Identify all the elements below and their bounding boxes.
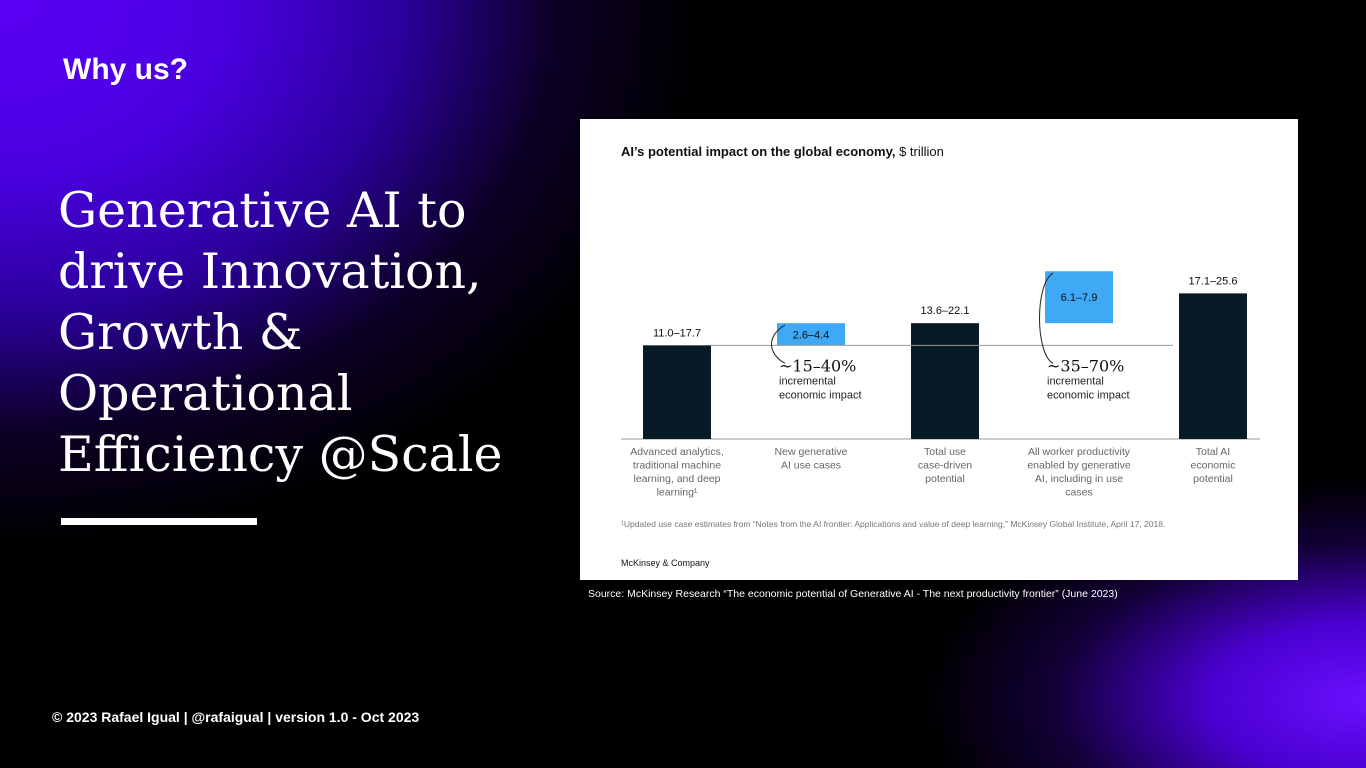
bracket-icon [1039,272,1054,364]
slide-footer: © 2023 Rafael Igual | @rafaigual | versi… [52,709,420,725]
bar-value-label: 2.6–4.4 [793,329,830,341]
bar-2 [777,323,845,346]
bar-3 [911,323,979,439]
chart-title-bold: AI’s potential impact on the global econ… [621,144,899,159]
category-label: New generative [775,446,848,458]
bar-value-label: 6.1–7.9 [1061,292,1098,304]
bar-5 [1179,293,1247,439]
category-label: Total AI [1196,446,1230,458]
category-label: learning, and deep [634,473,721,485]
slide-eyebrow: Why us? [63,53,188,86]
chart-footnote: ¹Updated use case estimates from “Notes … [621,519,1165,529]
waterfall-chart: AI’s potential impact on the global econ… [621,144,1260,568]
category-label: AI use cases [781,460,841,472]
chart-source: Source: McKinsey Research “The economic … [588,588,1118,600]
bar-value-label: 11.0–17.7 [653,327,701,339]
category-label: potential [1193,473,1233,485]
bar-value-label: 13.6–22.1 [921,305,970,317]
annotation-text: economic impact [1047,389,1130,401]
category-label: Total use [924,446,966,458]
category-label: All worker productivity [1028,446,1131,458]
annotation-percentage: ~15–40% [779,356,856,375]
headline-divider [61,518,257,525]
annotation-text: incremental [779,375,836,387]
annotation-percentage: ~35–70% [1047,356,1124,375]
annotation-text: incremental [1047,375,1104,387]
bar-4 [1045,271,1113,324]
chart-brand: McKinsey & Company [621,558,710,568]
category-label: traditional machine [633,460,721,472]
headline-line: Operational [58,365,353,422]
headline-line: Efficiency @Scale [58,426,503,483]
bar-1 [643,345,711,439]
headline-line: Growth & [58,304,303,361]
category-label: case-driven [918,460,972,472]
category-label: potential [925,473,965,485]
chart-title-unit: $ trillion [899,144,944,159]
chart-title: AI’s potential impact on the global econ… [621,144,944,159]
category-label: economic [1191,460,1236,472]
headline-line: Generative AI to [58,182,467,239]
annotation-text: economic impact [779,389,862,401]
category-label: Advanced analytics, [630,446,723,458]
category-label: learning¹ [657,487,698,499]
bar-value-label: 17.1–25.6 [1189,275,1238,287]
chart-panel: AI’s potential impact on the global econ… [580,119,1298,580]
category-label: cases [1065,487,1092,499]
bracket-icon [771,324,786,364]
category-label: AI, including in use [1035,473,1123,485]
slide-headline: Generative AI to drive Innovation, Growt… [58,180,558,485]
category-label: enabled by generative [1027,460,1130,472]
headline-line: drive Innovation, [58,243,482,300]
